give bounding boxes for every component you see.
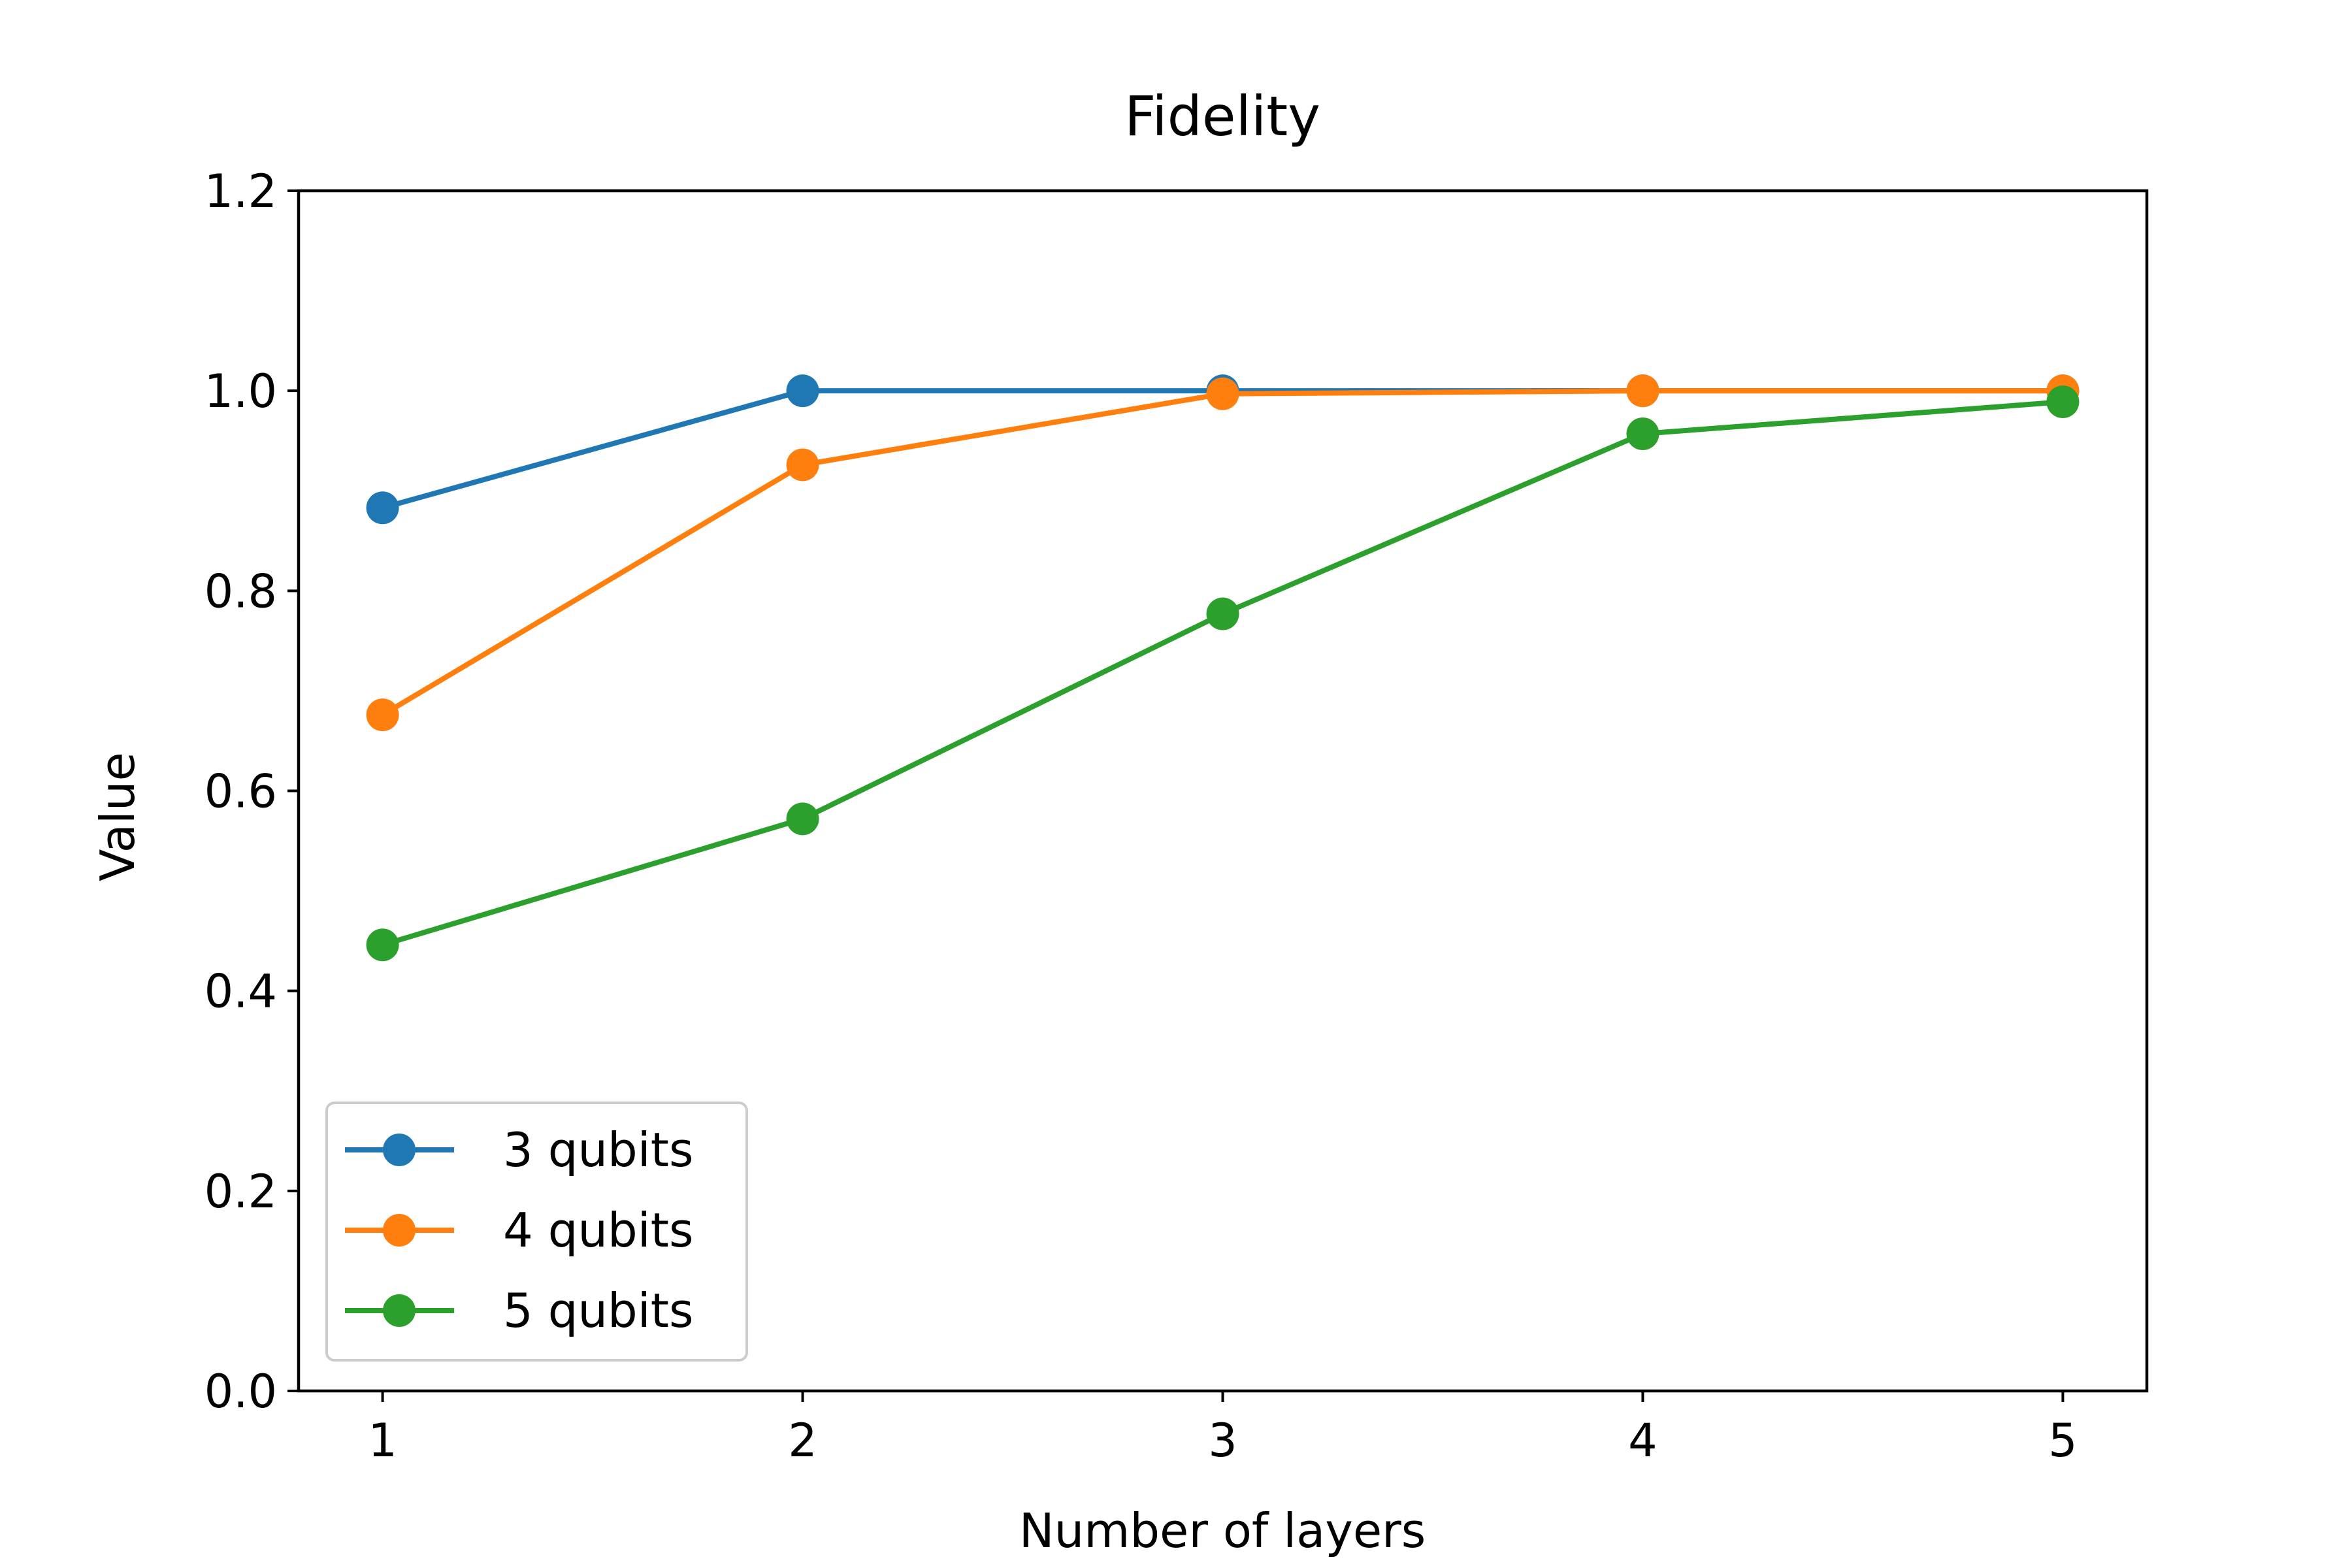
data-point — [1626, 374, 1659, 408]
data-point — [786, 448, 819, 482]
y-tick-label: 0.2 — [204, 1165, 277, 1218]
legend-entry: 4 qubits — [345, 1203, 693, 1258]
legend-label: 3 qubits — [503, 1122, 693, 1177]
y-axis-ticks: 0.0 0.2 0.4 0.6 0.8 1.0 1.2 — [204, 165, 299, 1418]
legend: 3 qubits 4 qubits 5 qubits — [325, 1102, 748, 1362]
y-tick-label: 0.0 — [204, 1365, 277, 1418]
y-tick-label: 0.8 — [204, 564, 277, 618]
legend-label: 5 qubits — [503, 1283, 693, 1338]
chart-title: Fidelity — [1124, 84, 1320, 148]
y-tick-label: 0.6 — [204, 765, 277, 819]
x-tick-label: 1 — [368, 1414, 397, 1467]
legend-marker — [383, 1214, 416, 1247]
data-point — [1626, 417, 1659, 450]
series-5-qubits — [366, 385, 2080, 962]
data-point — [366, 928, 399, 962]
legend-box — [325, 1102, 748, 1362]
y-tick-label: 0.4 — [204, 965, 277, 1019]
y-axis-label: Value — [90, 752, 145, 881]
legend-label: 4 qubits — [503, 1203, 693, 1258]
data-point — [366, 698, 399, 732]
x-tick-label: 3 — [1208, 1414, 1237, 1467]
x-axis-label: Number of layers — [1019, 1503, 1426, 1558]
data-point — [2046, 385, 2080, 419]
x-tick-label: 2 — [788, 1414, 817, 1467]
y-tick-label: 1.2 — [204, 165, 277, 218]
legend-marker — [383, 1294, 416, 1327]
data-point — [1206, 597, 1239, 630]
legend-entry: 5 qubits — [345, 1283, 693, 1338]
data-point — [1206, 377, 1239, 410]
plot-area-frame — [297, 189, 2149, 1393]
data-point — [786, 802, 819, 836]
x-tick-label: 4 — [1628, 1414, 1658, 1467]
legend-marker — [383, 1134, 416, 1166]
data-point — [786, 374, 819, 408]
x-axis-ticks: 1 2 3 4 5 — [368, 1391, 2078, 1467]
legend-entry: 3 qubits — [345, 1122, 693, 1177]
data-point — [366, 491, 399, 525]
x-tick-label: 5 — [2048, 1414, 2078, 1467]
series-layer — [366, 374, 2080, 962]
y-tick-label: 1.0 — [204, 365, 277, 418]
